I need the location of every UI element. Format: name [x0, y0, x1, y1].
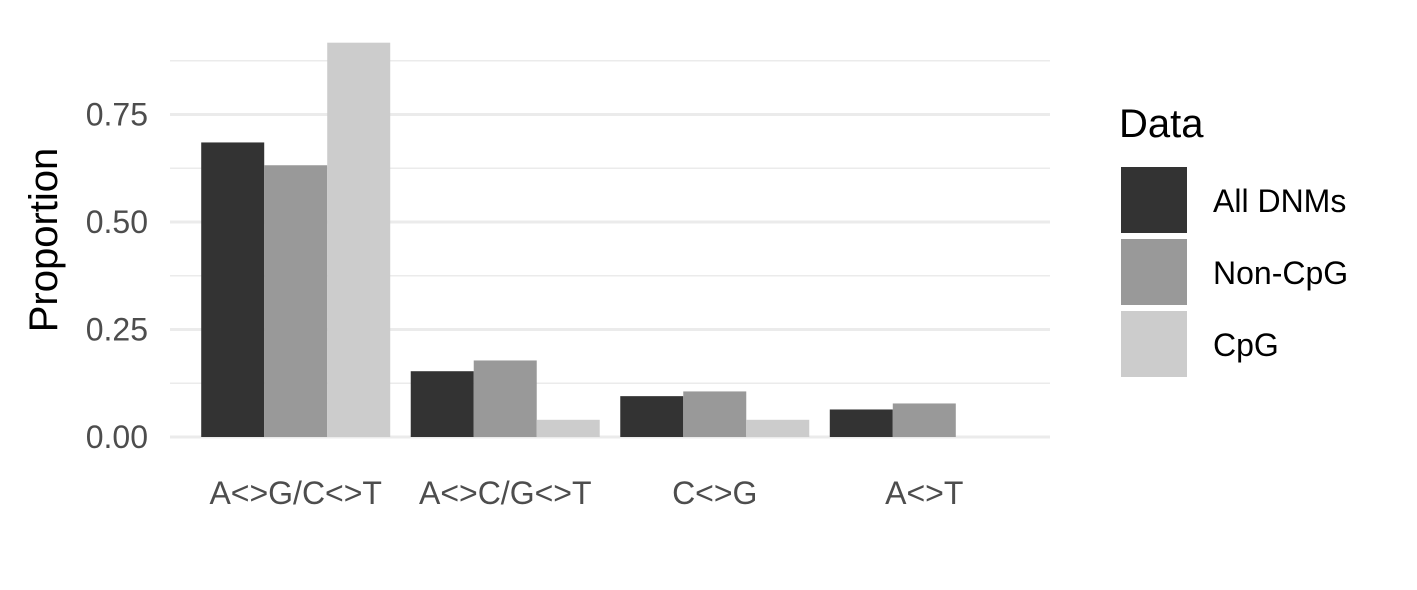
y-tick-label: 0.50 [86, 204, 148, 240]
bar-non-cpg-2 [473, 360, 537, 437]
legend-label: All DNMs [1213, 183, 1346, 219]
legend-label: Non-CpG [1213, 255, 1348, 291]
x-tick-label: A<>T [885, 475, 963, 511]
bar-cpg-3 [746, 419, 810, 437]
legend: Data All DNMs Non-CpG CpG [1119, 102, 1348, 377]
y-tick-label: 0.00 [86, 419, 148, 455]
legend-items: All DNMs Non-CpG CpG [1121, 167, 1348, 377]
x-tick-label: A<>C/G<>T [419, 475, 592, 511]
legend-swatch [1121, 239, 1187, 305]
legend-swatch [1121, 167, 1187, 233]
bars [201, 42, 956, 438]
bar-all-dnms-1 [201, 142, 265, 437]
x-axis-ticks: A<>G/C<>T A<>C/G<>T C<>G A<>T [209, 475, 963, 511]
bar-cpg-2 [536, 419, 600, 437]
x-tick-label: A<>G/C<>T [209, 475, 382, 511]
y-tick-label: 0.25 [86, 312, 148, 348]
y-tick-label: 0.75 [86, 97, 148, 133]
bar-cpg-1 [327, 42, 391, 437]
bar-non-cpg-1 [264, 165, 328, 438]
legend-label: CpG [1213, 327, 1279, 363]
x-tick-label: C<>G [672, 475, 757, 511]
y-axis-ticks: 0.00 0.25 0.50 0.75 [86, 97, 148, 456]
bar-non-cpg-3 [683, 391, 747, 437]
bar-all-dnms-3 [620, 396, 684, 437]
legend-swatch [1121, 311, 1187, 377]
bar-all-dnms-2 [410, 371, 474, 437]
bar-all-dnms-4 [829, 409, 893, 437]
bar-non-cpg-4 [892, 403, 956, 437]
y-axis-title: Proportion [22, 148, 66, 333]
legend-title: Data [1119, 102, 1204, 146]
